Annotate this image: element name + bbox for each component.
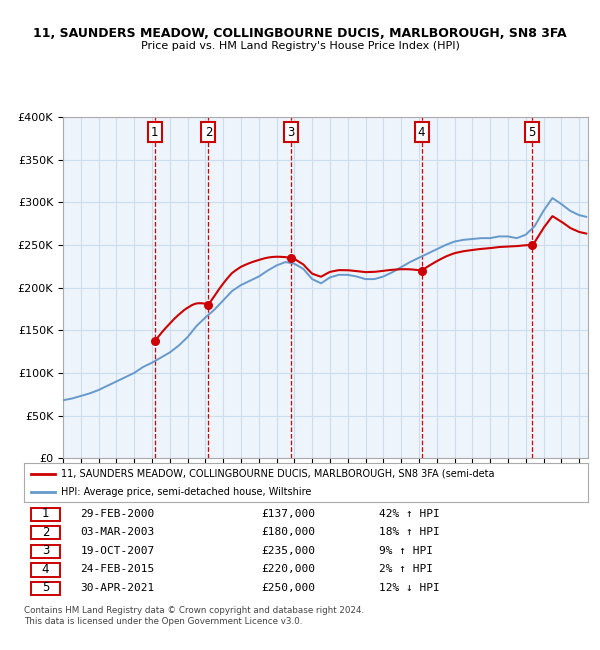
- Text: 2% ↑ HPI: 2% ↑ HPI: [379, 564, 433, 575]
- Text: 18% ↑ HPI: 18% ↑ HPI: [379, 527, 440, 538]
- Text: 5: 5: [528, 125, 535, 138]
- Text: £235,000: £235,000: [261, 546, 315, 556]
- Text: £137,000: £137,000: [261, 509, 315, 519]
- Text: 42% ↑ HPI: 42% ↑ HPI: [379, 509, 440, 519]
- Text: £250,000: £250,000: [261, 583, 315, 593]
- Text: HPI: Average price, semi-detached house, Wiltshire: HPI: Average price, semi-detached house,…: [61, 487, 311, 497]
- Text: £220,000: £220,000: [261, 564, 315, 575]
- Text: 3: 3: [287, 125, 295, 138]
- Text: 2: 2: [41, 526, 49, 539]
- Text: 1: 1: [151, 125, 158, 138]
- Text: 4: 4: [41, 563, 49, 576]
- FancyBboxPatch shape: [31, 564, 60, 577]
- FancyBboxPatch shape: [31, 526, 60, 539]
- Text: 03-MAR-2003: 03-MAR-2003: [80, 527, 155, 538]
- FancyBboxPatch shape: [31, 545, 60, 558]
- Text: 2: 2: [205, 125, 212, 138]
- FancyBboxPatch shape: [31, 582, 60, 595]
- Text: 1: 1: [41, 507, 49, 520]
- Text: 29-FEB-2000: 29-FEB-2000: [80, 509, 155, 519]
- Text: 11, SAUNDERS MEADOW, COLLINGBOURNE DUCIS, MARLBOROUGH, SN8 3FA (semi-deta: 11, SAUNDERS MEADOW, COLLINGBOURNE DUCIS…: [61, 469, 494, 478]
- Text: 5: 5: [42, 582, 49, 595]
- Text: Price paid vs. HM Land Registry's House Price Index (HPI): Price paid vs. HM Land Registry's House …: [140, 41, 460, 51]
- Text: 4: 4: [418, 125, 425, 138]
- Text: £180,000: £180,000: [261, 527, 315, 538]
- Text: Contains HM Land Registry data © Crown copyright and database right 2024.
This d: Contains HM Land Registry data © Crown c…: [24, 606, 364, 626]
- Text: 3: 3: [42, 544, 49, 557]
- Text: 19-OCT-2007: 19-OCT-2007: [80, 546, 155, 556]
- Text: 12% ↓ HPI: 12% ↓ HPI: [379, 583, 440, 593]
- Text: 30-APR-2021: 30-APR-2021: [80, 583, 155, 593]
- Text: 24-FEB-2015: 24-FEB-2015: [80, 564, 155, 575]
- Text: 9% ↑ HPI: 9% ↑ HPI: [379, 546, 433, 556]
- Text: 11, SAUNDERS MEADOW, COLLINGBOURNE DUCIS, MARLBOROUGH, SN8 3FA: 11, SAUNDERS MEADOW, COLLINGBOURNE DUCIS…: [33, 27, 567, 40]
- FancyBboxPatch shape: [31, 508, 60, 521]
